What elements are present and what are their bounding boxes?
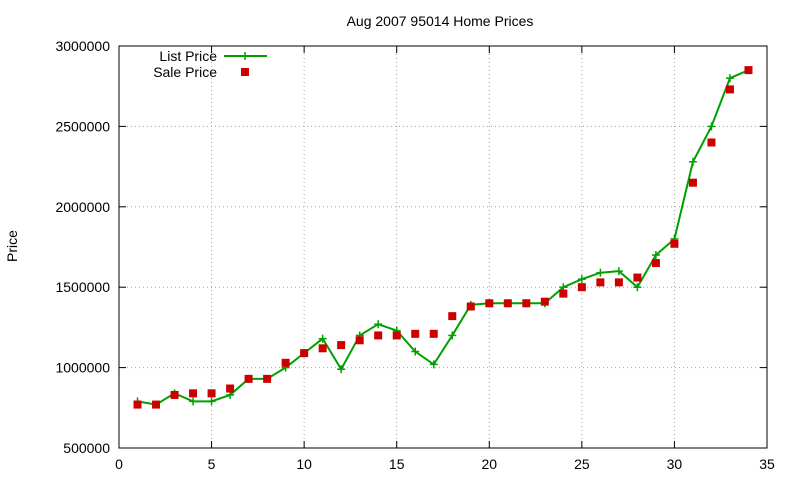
legend-marker-sale-price: [241, 68, 249, 76]
sale-price-point: [374, 331, 383, 340]
sale-price-point: [152, 400, 161, 409]
x-tick-label: 0: [115, 456, 123, 472]
list-price-point: [374, 320, 383, 329]
y-tick-label: 1000000: [55, 360, 110, 376]
x-tick-label: 5: [208, 456, 216, 472]
legend-label-list-price: List Price: [159, 48, 217, 64]
sale-price-point: [670, 239, 679, 248]
list-price-line: [137, 69, 749, 406]
legend-label-sale-price: Sale Price: [153, 64, 217, 80]
sale-price-point: [207, 389, 216, 398]
sale-price-point: [355, 336, 364, 345]
sale-price-point: [596, 278, 605, 287]
list-price-point: [577, 275, 586, 284]
grid: [119, 46, 767, 448]
sale-price-point: [559, 289, 568, 298]
sale-price-point: [522, 299, 531, 308]
x-tick-label: 35: [759, 456, 775, 472]
legend-marker-list-price: [241, 52, 249, 60]
sale-price-point: [651, 259, 660, 268]
list-price-point: [614, 267, 623, 276]
list-price-point: [633, 283, 642, 292]
series-layer: [133, 66, 753, 409]
list-price-point: [725, 74, 734, 83]
y-axis-label: Price: [4, 230, 20, 262]
sale-price-point: [189, 389, 198, 398]
sale-price-point: [133, 400, 142, 409]
list-price-point: [318, 334, 327, 343]
sale-price-point: [337, 341, 346, 350]
sale-price-point: [485, 299, 494, 308]
y-tick-label: 2500000: [55, 118, 110, 134]
sale-price-point: [448, 312, 457, 321]
sale-price-point: [244, 374, 253, 383]
sale-price-point: [725, 85, 734, 94]
sale-price-point: [300, 349, 309, 358]
list-price-point: [448, 331, 457, 340]
sale-price-point: [318, 344, 327, 353]
sale-price-point: [540, 297, 549, 306]
sale-price-point: [614, 278, 623, 287]
sale-price-point: [744, 66, 753, 75]
sale-price-point: [633, 273, 642, 282]
sale-price-point: [281, 358, 290, 367]
y-tick-label: 500000: [63, 440, 110, 456]
sale-price-point: [392, 331, 401, 340]
list-price-point: [411, 347, 420, 356]
sale-price-point: [503, 299, 512, 308]
list-price-point: [189, 397, 198, 406]
x-tick-label: 30: [667, 456, 683, 472]
sale-price-point: [226, 384, 235, 393]
sale-price-point: [577, 283, 586, 292]
list-price-point: [429, 360, 438, 369]
sale-price-point: [429, 329, 438, 338]
chart-title: Aug 2007 95014 Home Prices: [347, 13, 534, 29]
sale-price-point: [688, 178, 697, 187]
list-price-point: [688, 157, 697, 166]
list-price-point: [337, 365, 346, 374]
sale-price-point: [263, 374, 272, 383]
x-tick-label: 10: [296, 456, 312, 472]
list-price-series: [133, 66, 753, 409]
y-tick-label: 1500000: [55, 279, 110, 295]
list-price-point: [207, 397, 216, 406]
list-price-point: [651, 251, 660, 260]
sale-price-series: [133, 66, 753, 409]
sale-price-point: [707, 138, 716, 147]
sale-price-point: [411, 329, 420, 338]
axes: 0 5 10 15 20 25 30 35 500000 1000000 1500000 200000…: [55, 38, 775, 472]
list-price-point: [596, 268, 605, 277]
y-tick-label: 3000000: [55, 38, 110, 54]
y-tick-label: 2000000: [55, 199, 110, 215]
list-price-point: [707, 122, 716, 131]
plot-frame: [118, 45, 768, 449]
x-tick-label: 15: [389, 456, 405, 472]
x-tick-label: 25: [574, 456, 590, 472]
x-tick-label: 20: [481, 456, 497, 472]
sale-price-point: [466, 302, 475, 311]
sale-price-point: [170, 390, 179, 399]
